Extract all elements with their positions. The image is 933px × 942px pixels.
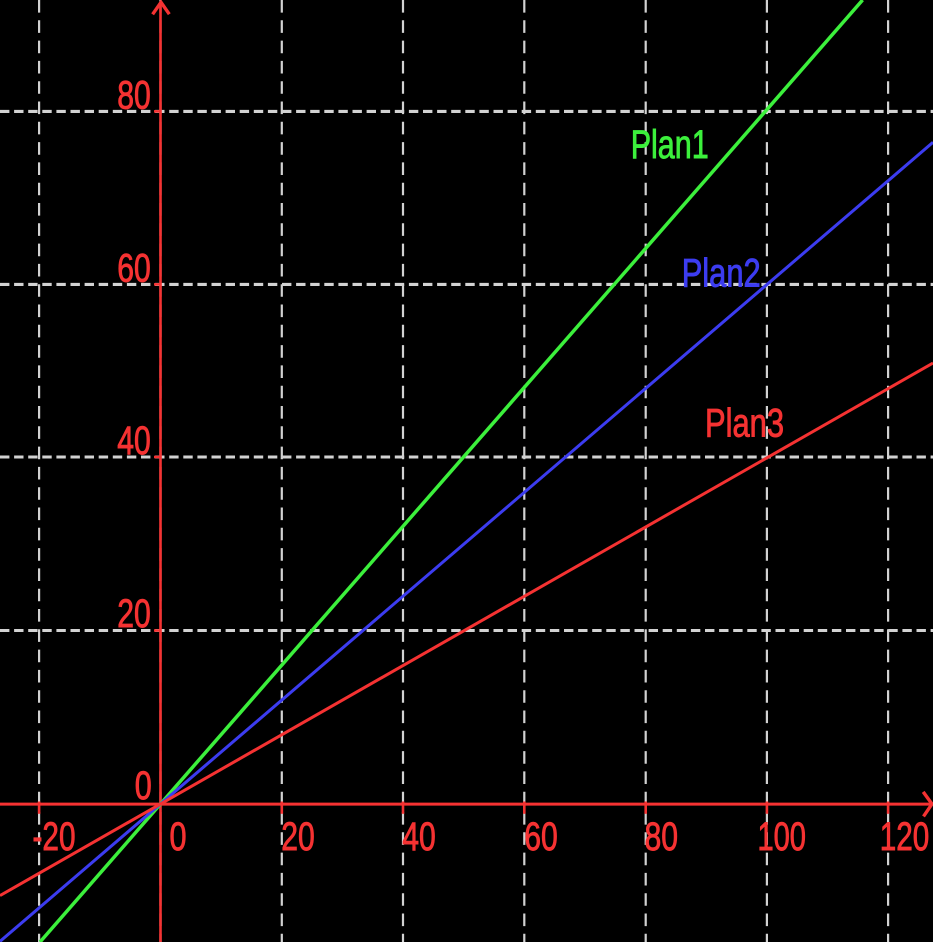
svg-text:20: 20: [117, 592, 151, 636]
svg-text:-20: -20: [33, 815, 76, 859]
svg-text:Plan2: Plan2: [682, 251, 761, 295]
svg-text:20: 20: [281, 815, 315, 859]
svg-text:40: 40: [117, 419, 151, 463]
svg-text:40: 40: [402, 815, 436, 859]
svg-text:80: 80: [117, 73, 151, 117]
svg-text:60: 60: [117, 246, 151, 290]
svg-text:120: 120: [880, 815, 930, 859]
svg-text:100: 100: [757, 815, 806, 859]
svg-text:Plan3: Plan3: [705, 401, 784, 445]
svg-text:0: 0: [135, 764, 152, 808]
svg-text:80: 80: [645, 815, 679, 859]
svg-text:Plan1: Plan1: [631, 123, 709, 167]
svg-text:60: 60: [524, 815, 558, 859]
svg-text:0: 0: [170, 815, 187, 859]
